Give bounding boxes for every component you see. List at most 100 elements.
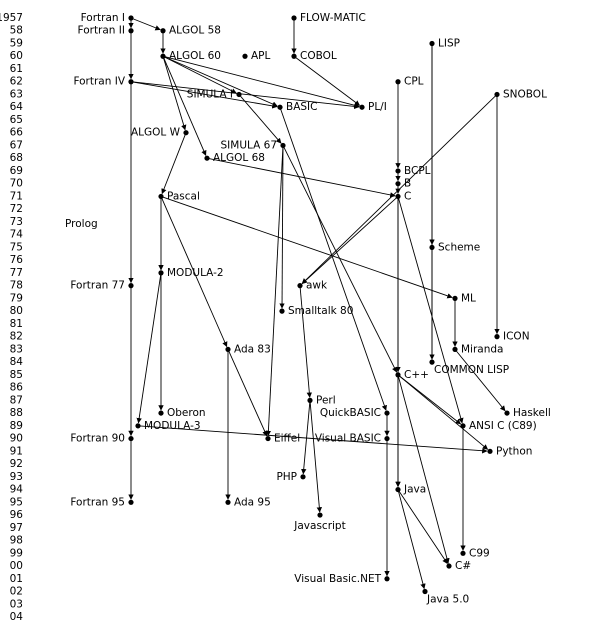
edge <box>162 56 207 156</box>
node-label: ML <box>461 292 476 304</box>
edge <box>301 400 311 475</box>
node-dot <box>160 53 166 59</box>
edge <box>162 55 237 94</box>
node-dot <box>128 28 134 34</box>
node-label: PHP <box>276 471 297 483</box>
year-label: 90 <box>10 433 23 445</box>
node-label: Python <box>496 445 532 457</box>
edge <box>397 374 489 450</box>
node-label: ALGOL W <box>131 127 181 139</box>
year-label: 92 <box>10 458 23 470</box>
node-dot <box>452 346 458 352</box>
year-label: 78 <box>10 280 23 292</box>
node-dot <box>265 435 271 442</box>
node-dot <box>128 435 134 442</box>
year-label: 65 <box>10 114 23 126</box>
node-label: BCPL <box>404 165 431 177</box>
node-label: Perl <box>316 394 336 406</box>
year-label: 79 <box>10 292 23 304</box>
year-label: 01 <box>10 573 23 585</box>
node-label: APL <box>251 50 271 62</box>
node-dot <box>236 91 242 98</box>
node-dot <box>429 40 435 47</box>
node-label: MODULA-3 <box>144 420 201 432</box>
node-dot <box>204 155 210 161</box>
node-dot <box>158 410 164 416</box>
node-dot <box>395 193 401 200</box>
node-dot <box>297 283 303 289</box>
node-label: Pascal <box>167 190 200 202</box>
edge <box>279 107 387 411</box>
node-label: CPL <box>404 76 424 88</box>
node-label: Fortran II <box>78 25 125 37</box>
node-label: ALGOL 68 <box>213 152 265 164</box>
node-label: COBOL <box>300 50 337 62</box>
node-dot <box>494 91 500 98</box>
edge <box>301 94 498 284</box>
edge <box>227 349 268 437</box>
node-label: Fortran I <box>81 12 125 24</box>
node-label: COMMON LISP <box>434 364 509 376</box>
node-label: PL/I <box>368 101 387 113</box>
node-label: Smalltalk 80 <box>288 305 353 317</box>
edge <box>130 81 360 110</box>
node-dot <box>160 28 166 34</box>
node-dot <box>128 499 134 505</box>
edge <box>137 425 488 454</box>
year-label: 67 <box>10 139 23 151</box>
edge <box>299 285 313 398</box>
node-dot <box>128 283 134 289</box>
node-dot <box>446 563 452 569</box>
node-dot <box>395 168 401 174</box>
year-label: 77 <box>10 267 23 279</box>
year-label: 75 <box>10 241 23 253</box>
node-label: Eiffel <box>274 433 300 445</box>
node-dot <box>460 550 466 556</box>
edge <box>397 489 448 564</box>
node-dot <box>395 79 401 85</box>
node-dot <box>429 244 435 251</box>
node-dot <box>291 15 297 21</box>
edge <box>160 196 453 299</box>
year-label: 74 <box>10 229 24 241</box>
node-dot <box>429 359 435 365</box>
node-dot <box>504 410 510 416</box>
year-label: 62 <box>10 76 23 88</box>
edge <box>206 157 396 198</box>
node-label: C# <box>455 560 471 572</box>
node-label: SIMULA 67 <box>221 139 277 151</box>
node-label: BASIC <box>286 101 317 113</box>
edge <box>301 196 399 284</box>
year-label: 96 <box>10 509 24 521</box>
year-label: 71 <box>10 190 23 202</box>
node-dot <box>395 486 401 493</box>
node-label: Java <box>403 484 426 496</box>
node-label: Fortran 90 <box>70 433 125 445</box>
node-label: ALGOL 60 <box>169 50 221 62</box>
year-label: 60 <box>10 50 23 62</box>
node-label: Fortran IV <box>73 76 125 88</box>
edge <box>130 17 161 31</box>
node-label: awk <box>306 280 328 292</box>
node-dot <box>158 270 164 276</box>
year-label: 98 <box>10 535 23 547</box>
node-dot <box>384 576 390 582</box>
node-dot <box>395 181 401 187</box>
node-dot <box>494 334 500 340</box>
node-dot <box>128 15 134 21</box>
node-label: Visual Basic.NET <box>294 573 381 585</box>
node-label: Javascript <box>293 520 345 532</box>
node-dot <box>225 499 231 505</box>
node-label: Java 5.0 <box>426 594 469 606</box>
year-label: 72 <box>10 203 23 215</box>
node-label: Oberon <box>167 407 206 419</box>
node-label: ANSI C (C89) <box>469 420 537 432</box>
year-label: 00 <box>10 560 23 572</box>
node-label: Ada 95 <box>234 496 271 508</box>
node-dot <box>384 435 390 442</box>
edge <box>136 272 162 424</box>
year-label: 68 <box>10 152 23 164</box>
node-label: Ada 83 <box>234 343 271 355</box>
edge <box>309 400 323 513</box>
